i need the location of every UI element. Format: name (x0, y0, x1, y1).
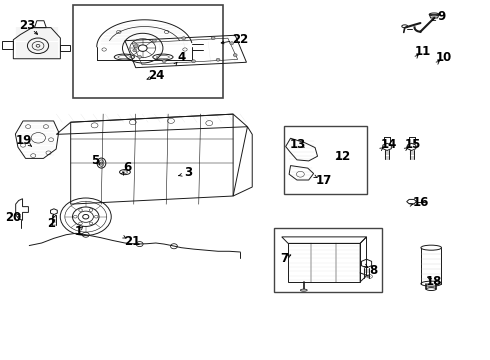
Text: 15: 15 (405, 138, 421, 150)
Circle shape (152, 39, 156, 42)
Text: 13: 13 (290, 138, 306, 150)
Text: 2: 2 (48, 217, 55, 230)
Text: 19: 19 (15, 134, 32, 147)
Text: 24: 24 (148, 69, 165, 82)
Circle shape (211, 37, 215, 40)
Text: 6: 6 (123, 161, 131, 174)
Ellipse shape (300, 289, 307, 291)
Circle shape (162, 60, 166, 63)
Text: 17: 17 (315, 174, 332, 187)
Circle shape (216, 58, 220, 61)
Text: 7: 7 (280, 252, 288, 265)
Circle shape (134, 45, 138, 48)
Circle shape (230, 42, 234, 45)
Text: 5: 5 (92, 154, 99, 167)
Text: 11: 11 (414, 45, 431, 58)
Circle shape (182, 37, 186, 40)
Text: 22: 22 (232, 33, 248, 46)
Text: 1: 1 (74, 225, 82, 238)
Polygon shape (429, 14, 439, 18)
Text: 8: 8 (369, 264, 377, 277)
Circle shape (100, 162, 103, 164)
Text: 18: 18 (425, 275, 442, 288)
Text: 10: 10 (436, 51, 452, 64)
Circle shape (133, 49, 137, 52)
Bar (274, 228, 382, 292)
Text: 9: 9 (437, 10, 445, 23)
Text: 12: 12 (335, 150, 351, 163)
Text: 16: 16 (412, 196, 429, 209)
Text: 3: 3 (185, 166, 193, 179)
Circle shape (233, 54, 237, 57)
Text: 4: 4 (177, 51, 185, 64)
Bar (284, 126, 367, 194)
Circle shape (192, 60, 196, 63)
Text: 21: 21 (124, 235, 141, 248)
Text: 23: 23 (19, 19, 35, 32)
Text: 20: 20 (5, 211, 22, 224)
Text: 14: 14 (380, 138, 397, 150)
Bar (73, 5, 223, 98)
Circle shape (138, 55, 142, 58)
